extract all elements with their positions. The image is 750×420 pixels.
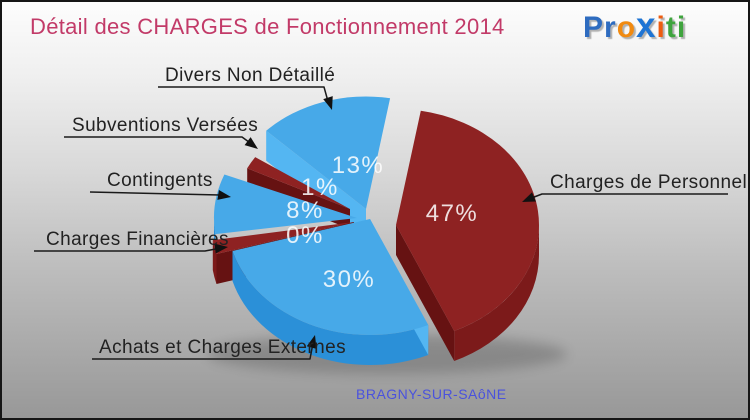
slice-side-wall <box>232 251 429 366</box>
leader-line <box>92 342 314 360</box>
logo-letter: i <box>656 11 666 44</box>
slice-side-wall <box>212 240 217 284</box>
arrowhead-icon <box>217 190 231 200</box>
slice-label: Charges de Personnel <box>550 172 747 193</box>
pie-percent-label: 0% <box>286 222 324 249</box>
logo-letter: r <box>604 11 617 44</box>
slice-label: Contingents <box>107 170 213 191</box>
arrowhead-icon <box>522 192 536 202</box>
pie <box>212 96 539 366</box>
slice-top-face <box>247 157 350 209</box>
slice-label: Divers Non Détaillé <box>165 65 335 86</box>
arrowhead-icon <box>323 96 333 110</box>
callout-divers-non-detaille: Divers Non Détaillé <box>158 65 335 110</box>
slice-top-face <box>396 110 539 331</box>
slice-top-face <box>214 174 357 235</box>
leader-line <box>528 193 728 200</box>
leader-line <box>64 136 254 146</box>
slice-top-face <box>266 96 391 209</box>
leader-line <box>89 191 221 196</box>
logo-letter: t <box>665 11 677 44</box>
leader-line <box>158 86 330 106</box>
pie-percent-label: 30% <box>323 266 376 293</box>
slice-top-face <box>232 219 429 336</box>
callout-charges-financieres: Charges Financières <box>34 229 229 254</box>
pie-percent-label: 47% <box>426 200 479 227</box>
pie-slice-charges-de-personnel <box>396 110 539 361</box>
arrowhead-icon <box>306 335 317 349</box>
pie-percent-label: 8% <box>286 197 324 224</box>
logo-letter: i <box>676 11 687 44</box>
callout-charges-de-personnel: Charges de Personnel <box>522 172 747 202</box>
location-label: BRAGNY-SUR-SAôNE <box>356 386 507 402</box>
callout-contingents: Contingents <box>89 170 231 200</box>
slice-label: Charges Financières <box>46 229 229 250</box>
logo-letter: x <box>636 6 657 45</box>
logo-letter: P <box>583 11 605 44</box>
arrowhead-icon <box>244 137 258 149</box>
slice-side-wall <box>454 225 539 361</box>
callout-subventions-versees: Subventions Versées <box>64 115 258 149</box>
slice-cut-face <box>396 225 455 361</box>
slice-label: Achats et Charges Externes <box>99 337 346 358</box>
slice-top-face <box>212 222 354 254</box>
proxiti-logo[interactable]: Proxiti <box>583 6 686 46</box>
pie-percent-label: 1% <box>301 174 339 201</box>
logo-letter: o <box>616 11 637 44</box>
callout-achats-et-charges-externes: Achats et Charges Externes <box>92 335 346 360</box>
arrowhead-icon <box>214 243 228 254</box>
pie-percent-label: 13% <box>332 152 385 179</box>
pie-slice-achats-et-charges-externes <box>232 219 429 366</box>
page-title: Détail des CHARGES de Fonctionnement 201… <box>30 14 505 39</box>
slice-label: Subventions Versées <box>72 115 258 136</box>
